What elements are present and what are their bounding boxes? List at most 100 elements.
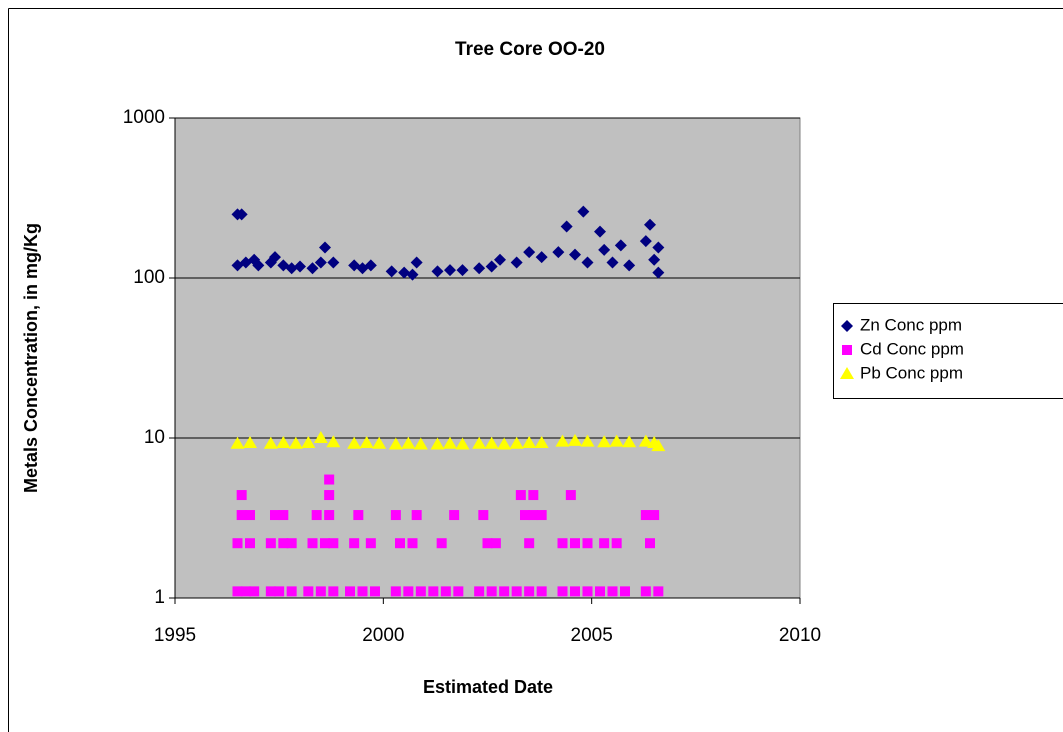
marker [473, 262, 486, 275]
marker [430, 437, 445, 450]
marker [478, 510, 489, 521]
marker [294, 260, 306, 273]
marker [276, 436, 291, 449]
marker [515, 490, 526, 501]
y-tick-label: 1000 [123, 107, 165, 128]
marker [652, 266, 665, 279]
x-tick-label: 2010 [779, 625, 821, 646]
marker [511, 586, 522, 597]
marker [278, 510, 289, 521]
marker [570, 538, 580, 549]
marker [520, 510, 530, 521]
marker [230, 436, 245, 449]
marker [436, 538, 447, 549]
marker [395, 538, 405, 549]
marker [486, 586, 497, 597]
marker [252, 259, 265, 272]
marker [609, 434, 624, 447]
marker [385, 265, 398, 278]
marker [401, 436, 416, 449]
marker [327, 256, 340, 269]
marker [313, 431, 328, 443]
marker [265, 586, 276, 597]
marker [509, 436, 524, 449]
marker [570, 586, 580, 597]
marker [390, 510, 401, 521]
marker [326, 435, 341, 448]
marker [324, 510, 335, 521]
marker [403, 586, 414, 597]
legend-label: Pb Conc ppm [860, 363, 963, 382]
marker [524, 538, 535, 549]
marker [639, 235, 652, 248]
marker [841, 320, 853, 332]
legend-label: Cd Conc ppm [860, 339, 964, 358]
marker [245, 538, 255, 549]
marker [557, 586, 568, 597]
marker [365, 538, 376, 549]
marker [653, 586, 664, 597]
marker [523, 246, 536, 259]
marker [485, 260, 498, 273]
x-tick-label: 1995 [154, 625, 196, 646]
marker [623, 259, 636, 272]
marker [645, 538, 655, 549]
marker [524, 586, 535, 597]
marker [428, 586, 439, 597]
marker [582, 586, 593, 597]
marker [497, 437, 512, 450]
marker [582, 538, 593, 549]
marker [534, 436, 549, 449]
marker [413, 437, 428, 450]
marker [301, 436, 316, 449]
marker [649, 510, 660, 521]
marker [307, 538, 318, 549]
marker [449, 510, 460, 521]
plot-area [174, 117, 801, 599]
marker [472, 436, 487, 449]
marker [490, 538, 501, 549]
marker [581, 256, 594, 269]
marker [594, 225, 606, 238]
marker [240, 586, 251, 597]
marker [285, 262, 298, 275]
marker [651, 439, 666, 452]
marker [597, 435, 612, 448]
marker [648, 253, 661, 266]
marker [315, 586, 326, 597]
marker [607, 586, 618, 597]
marker [536, 510, 547, 521]
marker [565, 490, 576, 501]
marker [314, 256, 327, 269]
marker [640, 510, 651, 521]
marker [236, 490, 247, 501]
marker [286, 538, 297, 549]
marker [411, 510, 422, 521]
marker [535, 251, 548, 264]
marker [232, 538, 243, 549]
marker [568, 433, 582, 446]
marker [353, 510, 364, 521]
marker [560, 220, 573, 233]
marker [319, 241, 331, 254]
marker [484, 436, 499, 449]
marker [644, 218, 656, 231]
marker [522, 436, 537, 449]
marker [440, 586, 451, 597]
marker [359, 436, 374, 449]
marker [552, 246, 565, 259]
marker [288, 436, 303, 449]
y-axis-label: Metals Concentration, in mg/Kg [21, 223, 41, 493]
marker [528, 490, 539, 501]
legend-box [833, 303, 1063, 399]
marker [328, 538, 339, 549]
marker [474, 586, 485, 597]
marker [557, 538, 568, 549]
y-tick-label: 10 [144, 427, 165, 448]
marker [311, 510, 322, 521]
marker [232, 586, 243, 597]
marker [243, 436, 257, 449]
marker [372, 436, 387, 449]
